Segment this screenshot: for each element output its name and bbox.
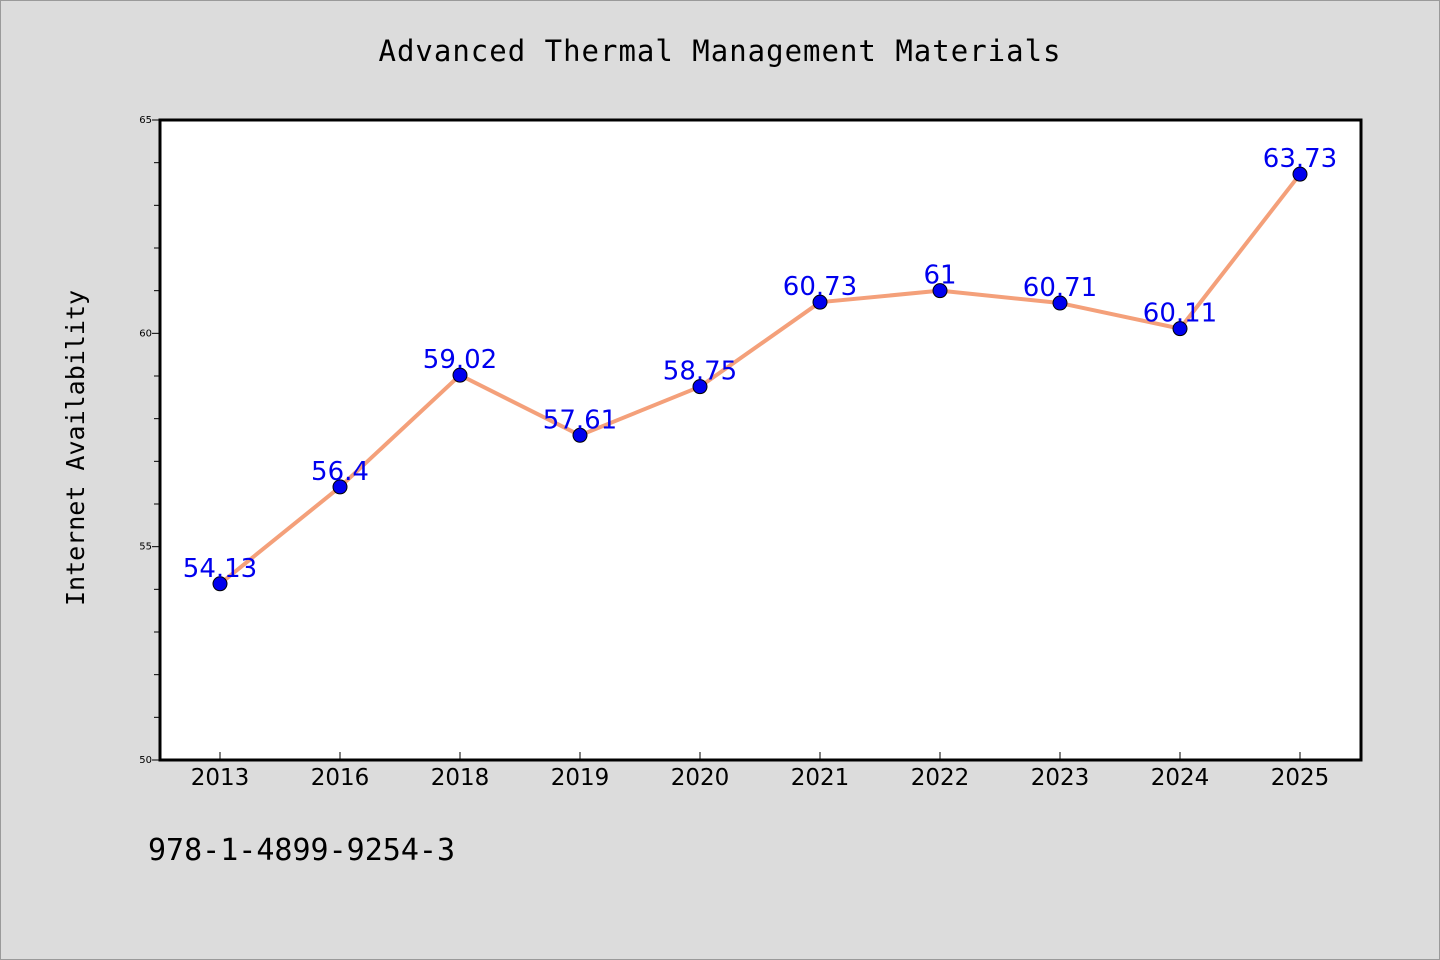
data-point — [572, 427, 588, 443]
y-axis-ticks: 50 55 60 65 — [139, 115, 160, 766]
data-label: 56.4 — [311, 457, 369, 487]
data-point — [1292, 166, 1308, 182]
data-label: 60.73 — [783, 272, 857, 302]
chart-title: Advanced Thermal Management Materials — [378, 34, 1062, 68]
data-label: 61 — [923, 261, 956, 291]
x-tick-label: 2022 — [911, 765, 970, 791]
series-line — [218, 172, 1302, 586]
data-point — [692, 379, 708, 395]
x-tick-label: 2016 — [311, 765, 370, 791]
data-point — [332, 479, 348, 495]
x-tick-label: 2021 — [791, 765, 850, 791]
data-point — [452, 367, 468, 383]
data-labels: 54.13 56.4 59.02 57.61 58.75 60.73 61 60.71 60.1… — [183, 144, 1337, 584]
x-tick-label: 2013 — [191, 765, 250, 791]
plot-area — [158, 118, 1363, 762]
y-axis-label: Internet Availability — [61, 290, 90, 606]
data-label: 60.11 — [1143, 299, 1217, 329]
data-label: 58.75 — [663, 357, 737, 387]
data-point — [212, 576, 228, 592]
data-point — [1052, 295, 1068, 311]
y-tick-label: 50 — [139, 755, 152, 766]
x-tick-label: 2020 — [671, 765, 730, 791]
data-point — [932, 283, 948, 299]
footer-code: 978-1-4899-9254-3 — [148, 833, 456, 868]
y-tick-label: 65 — [139, 115, 152, 126]
series-markers — [212, 166, 1308, 592]
x-tick-label: 2023 — [1031, 765, 1090, 791]
y-tick-label: 55 — [139, 542, 152, 553]
data-label: 57.61 — [543, 405, 617, 435]
x-tick-label: 2018 — [431, 765, 490, 791]
data-label: 54.13 — [183, 554, 257, 584]
data-point — [812, 294, 828, 310]
data-point — [1172, 321, 1188, 337]
x-tick-label: 2024 — [1151, 765, 1210, 791]
data-label: 63.73 — [1263, 144, 1337, 174]
data-label: 60.71 — [1023, 273, 1097, 303]
x-tick-label: 2019 — [551, 765, 610, 791]
x-axis-ticks: 2013 2016 2018 2019 2020 2021 2022 2023 2024 2025 — [191, 752, 1330, 791]
y-tick-label: 60 — [139, 328, 152, 339]
x-tick-label: 2025 — [1271, 765, 1330, 791]
data-label: 59.02 — [423, 345, 497, 375]
